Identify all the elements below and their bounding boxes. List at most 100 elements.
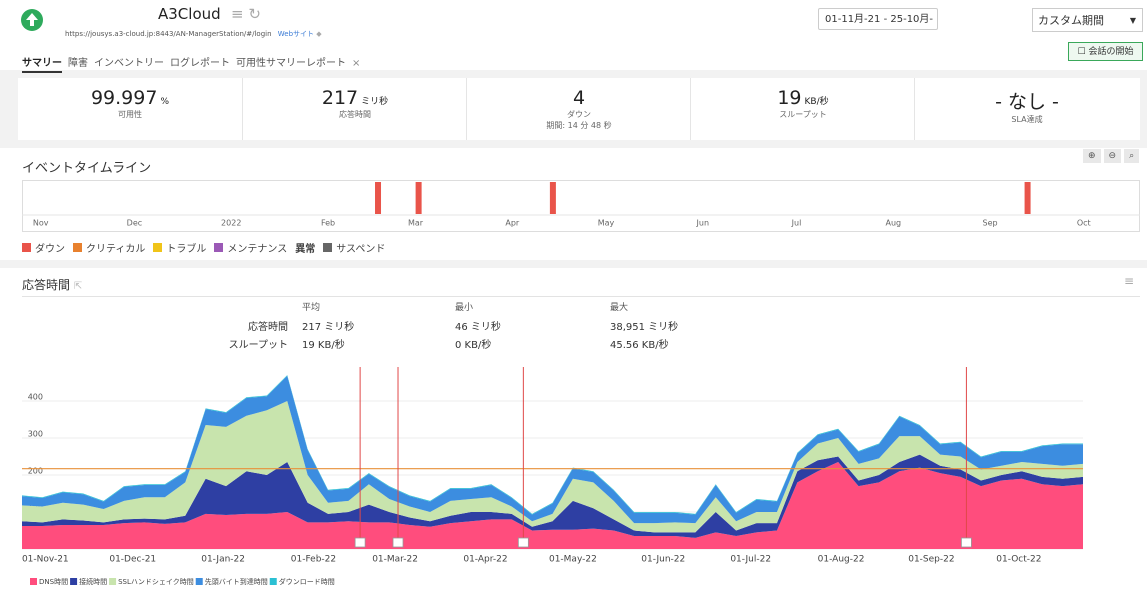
down-marker (354, 537, 366, 548)
legend-label: サスペンド (336, 244, 386, 255)
timeline-panel: イベントタイムライン ⊕ ⊖ ⌕ Nov Dec 2022 Feb Mar Apr May Jun… (0, 148, 1147, 260)
x-tick-label: 01-Aug-22 (818, 555, 865, 565)
chart-menu[interactable]: ≡ (1124, 274, 1135, 288)
summary-header: 最小 (455, 303, 474, 313)
tab[interactable]: 可用性サマリーレポート (236, 58, 346, 69)
legend-label: ダウンロード時間 (279, 577, 335, 586)
zoom-buttons[interactable]: ⊕ ⊖ ⌕ (1083, 149, 1140, 163)
timeline-tick-label: May (598, 219, 615, 228)
chat-text: 会話の開始 (1088, 47, 1134, 57)
response-title: 応答時間 ⇱ (22, 278, 83, 292)
stat-value: - なし - (915, 87, 1139, 114)
summary-cell: 217 ミリ秒 (302, 322, 355, 333)
area-series (22, 462, 1083, 549)
stat-unit: KB/秒 (804, 97, 829, 107)
tab-close: × (352, 58, 361, 69)
summary-cell: 45.56 KB/秒 (610, 340, 669, 351)
stat-label: スループット (779, 110, 827, 119)
y-tick-label: 300 (28, 430, 43, 439)
summary-cell: 38,951 ミリ秒 (610, 322, 679, 333)
legend-swatch (70, 578, 78, 585)
legend-item: クリティカル (73, 240, 145, 255)
monitor-title: A3Cloud (158, 5, 221, 23)
chat-button[interactable]: ☐ 会話の開始 (1068, 42, 1143, 61)
menu-icons[interactable]: ≡ ↻ (231, 5, 261, 23)
legend-item: メンテナンス (214, 240, 287, 255)
timeline-legend: ダウン クリティカル トラブル メンテナンス 異常 サスペンド (22, 237, 393, 256)
down-event (549, 182, 556, 214)
down-event (1024, 182, 1031, 214)
x-tick-label: 01-Dec-21 (109, 555, 156, 565)
stat-unit: % (160, 97, 170, 107)
x-tick-label: 01-Jun-22 (641, 555, 685, 565)
stat-label: ダウン (567, 110, 591, 119)
tab[interactable]: ログレポート (170, 58, 230, 69)
summary-table: 平均 最小 最大 応答時間 217 ミリ秒 46 ミリ秒 38,951 ミリ秒 スループット 1… (0, 300, 800, 360)
summary-row-label: 応答時間 (248, 322, 288, 333)
legend-item: ダウン (22, 240, 65, 255)
timeline-tick-label: Feb (321, 219, 335, 228)
url-line: https://jousys.a3-cloud.jp:8443/AN-Manag… (65, 30, 322, 38)
stats-panel: 99.997% 可用性 217 ミリ秒 応答時間 4 ダウン期間: 14 分 48 秒 19 K… (18, 78, 1140, 140)
stat: 99.997% 可用性 (18, 78, 242, 140)
timeline-tick-label: Aug (885, 219, 901, 228)
stat-sub: 期間: 14 分 48 秒 (546, 121, 612, 130)
legend-swatch (323, 243, 333, 252)
timeline-chart: Nov Dec 2022 Feb Mar Apr May Jun Jul Aug Sep Oct (22, 180, 1140, 232)
summary-cell: 0 KB/秒 (455, 340, 492, 351)
timeline-tick-label: Apr (505, 219, 520, 228)
legend-label: DNS時間 (39, 578, 68, 586)
x-tick-label: 01-Apr-22 (463, 555, 507, 565)
stat-value: 4 (467, 87, 691, 109)
area-series (22, 401, 1083, 533)
stat-value: 19 KB/秒 (691, 87, 915, 109)
tab-bar: サマリー 障害 インベントリー ログレポート 可用性サマリーレポート × (22, 51, 361, 73)
tab[interactable]: インベントリー (94, 58, 164, 69)
tab[interactable]: 障害 (68, 58, 88, 69)
response-title-text: 応答時間 (22, 278, 71, 292)
status-icon (21, 9, 43, 31)
period-select[interactable]: カスタム期間 ▼ (1032, 8, 1143, 32)
x-tick-label: 01-Mar-22 (372, 555, 418, 565)
y-tick-label: 400 (28, 393, 43, 402)
stat-number: 217 (321, 87, 359, 109)
date-range-input[interactable]: 01-11月-21 - 25-10月- (818, 8, 938, 30)
x-tick-label: 01-Jan-22 (201, 555, 245, 565)
down-marker (961, 537, 972, 548)
stat-label: SLA達成 (1011, 115, 1043, 124)
stat-number: 99.997 (90, 87, 158, 109)
legend-swatch (109, 578, 117, 585)
summary-header: 平均 (302, 303, 321, 313)
x-tick-label: 01-Oct-22 (996, 555, 1041, 565)
summary-row-label: スループット (228, 340, 288, 351)
timeline-tick-label: Jun (696, 219, 710, 228)
legend-item: トラブル (153, 240, 206, 255)
legend-label: 接続時間 (79, 577, 107, 586)
x-tick-label: 01-Nov-21 (22, 555, 69, 565)
stat: 217 ミリ秒 応答時間 (242, 78, 467, 140)
legend-label: SSLハンドシェイク時間 (118, 578, 194, 586)
website-link[interactable]: Webサイト (277, 30, 315, 38)
timeline-tick-label: Jul (791, 219, 802, 228)
summary-cell: 19 KB/秒 (302, 340, 345, 351)
legend-label: クリティカル (86, 244, 146, 255)
timeline-tick-label: Mar (408, 219, 424, 228)
stat-number: 19 (777, 87, 802, 109)
tab[interactable]: サマリー (22, 58, 62, 73)
timeline-tick-label: Sep (983, 219, 998, 228)
legend-label: ダウン (35, 244, 65, 255)
stat-number: 4 (572, 87, 586, 109)
area-series (22, 454, 1083, 538)
down-marker (392, 537, 404, 548)
divider (22, 296, 1140, 297)
x-tick-label: 01-May-22 (549, 555, 597, 565)
x-tick-label: 01-Jul-22 (730, 555, 771, 565)
timeline-tick-label: 2022 (221, 219, 241, 228)
legend-label: トラブル (166, 244, 207, 255)
legend-swatch (153, 243, 163, 252)
stat-label: 応答時間 (339, 110, 371, 119)
stat-value: 217 ミリ秒 (243, 87, 467, 109)
summary-header: 最大 (610, 303, 629, 313)
legend-swatch (269, 578, 277, 585)
